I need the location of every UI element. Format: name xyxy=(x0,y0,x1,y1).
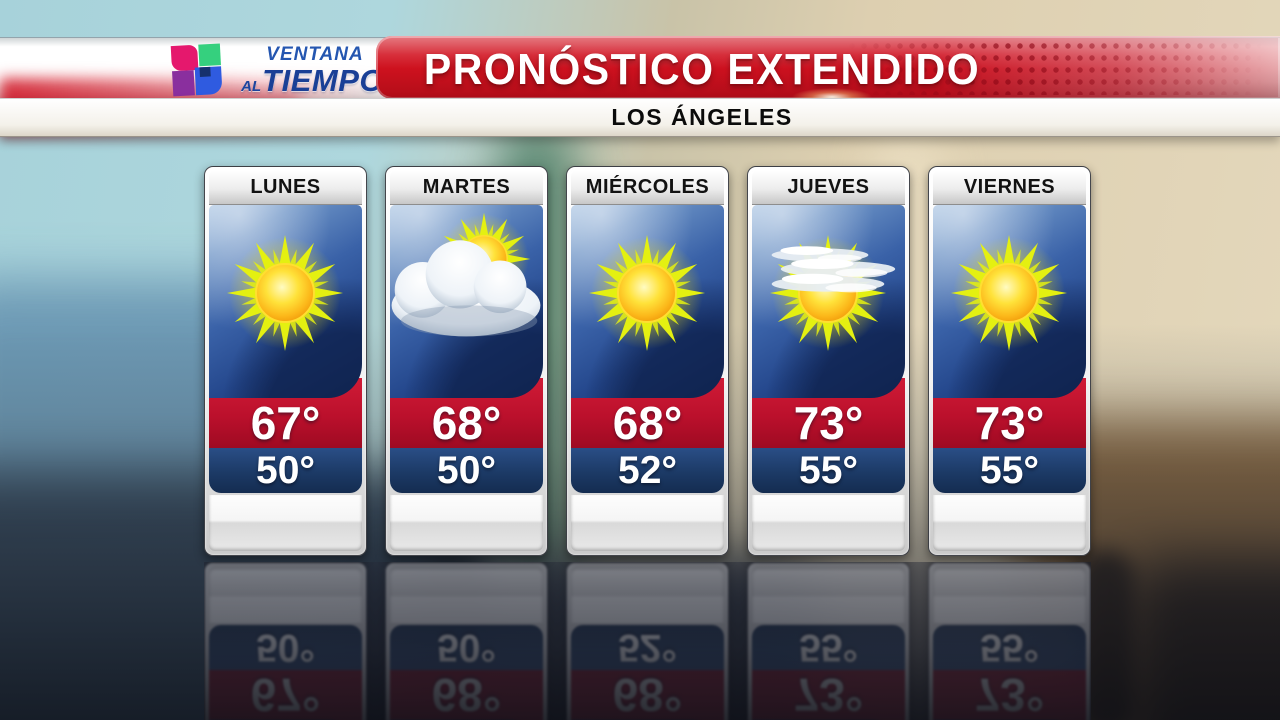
background-blob xyxy=(1130,560,1280,720)
sunny-icon xyxy=(571,205,724,398)
brand-line-tiempo: TIEMPO xyxy=(262,63,384,98)
brand-logotype: VENTANA AL TIEMPO xyxy=(232,45,384,96)
weather-icon-panel xyxy=(752,205,905,398)
cards-reflection: LUNES 67° 50° MARTES 68° 50° xyxy=(204,562,1091,720)
weather-icon-panel xyxy=(571,205,724,398)
reflection-shade xyxy=(204,562,1091,720)
high-temp: 68° xyxy=(431,397,502,449)
brand-line-al: AL xyxy=(241,78,262,95)
day-label: MIÉRCOLES xyxy=(571,171,724,205)
day-label: LUNES xyxy=(209,171,362,205)
low-temp-band: 55° xyxy=(933,448,1086,493)
card-footer xyxy=(752,495,905,551)
high-temp: 73° xyxy=(793,397,864,449)
card-footer xyxy=(390,495,543,551)
low-temp-band: 52° xyxy=(571,448,724,493)
low-temp: 50° xyxy=(437,449,496,492)
high-temp: 68° xyxy=(612,397,683,449)
low-temp: 55° xyxy=(980,449,1039,492)
low-temp-band: 55° xyxy=(752,448,905,493)
forecast-card-jueves: JUEVES 73° 55° xyxy=(747,166,910,556)
brand-line-ventana: VENTANA xyxy=(266,44,364,65)
page-title: PRONÓSTICO EXTENDIDO xyxy=(423,44,981,94)
high-temp: 67° xyxy=(250,397,321,449)
univision-logo-icon xyxy=(170,43,222,97)
forecast-card-lunes: LUNES 67° 50° xyxy=(204,166,367,556)
sunny-icon xyxy=(933,205,1086,398)
weather-icon-panel xyxy=(390,205,543,398)
day-label: VIERNES xyxy=(933,171,1086,205)
sun-with-clouds-icon xyxy=(752,205,896,398)
card-footer xyxy=(209,495,362,551)
low-temp: 52° xyxy=(618,449,677,492)
day-label: JUEVES xyxy=(752,171,905,205)
halftone-dots-decoration xyxy=(846,40,1280,95)
weather-icon-panel xyxy=(209,205,362,398)
title-banner xyxy=(376,36,1280,99)
card-footer xyxy=(933,495,1086,551)
forecast-card-miercoles: MIÉRCOLES 68° 52° xyxy=(566,166,729,556)
location-label: LOS ÁNGELES xyxy=(611,104,793,130)
forecast-card-viernes: VIERNES 73° 55° xyxy=(928,166,1091,556)
weather-icon-panel xyxy=(933,205,1086,398)
low-temp-band: 50° xyxy=(209,448,362,493)
sunny-icon xyxy=(209,205,362,398)
day-label: MARTES xyxy=(390,171,543,205)
low-temp: 55° xyxy=(799,449,858,492)
forecast-card-martes: MARTES 68° 50° xyxy=(385,166,548,556)
header: VENTANA AL TIEMPO PRONÓSTICO EXTENDIDO L… xyxy=(0,0,1280,137)
low-temp: 50° xyxy=(256,449,315,492)
high-temp: 73° xyxy=(974,397,1045,449)
location-bar xyxy=(0,98,1280,137)
forecast-cards-row: LUNES 67° 50° MARTES 68° 50° MIÉRCOLES 6… xyxy=(204,166,1091,556)
card-footer xyxy=(571,495,724,551)
mostly-cloudy-icon xyxy=(391,205,541,337)
low-temp-band: 50° xyxy=(390,448,543,493)
